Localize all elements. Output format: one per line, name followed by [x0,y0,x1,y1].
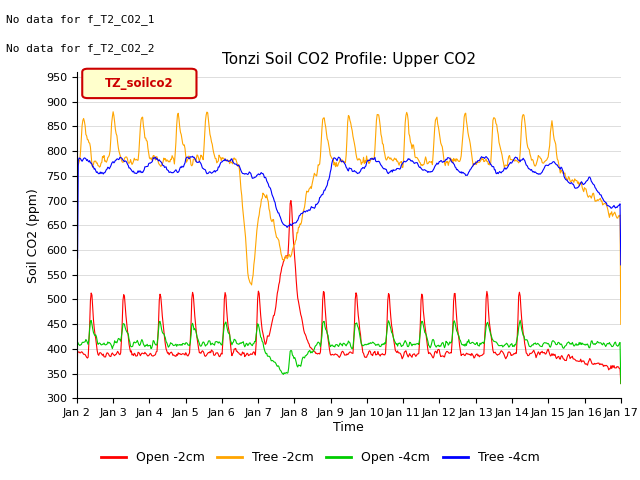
Text: No data for f_T2_CO2_2: No data for f_T2_CO2_2 [6,43,155,54]
FancyBboxPatch shape [82,69,196,98]
Title: Tonzi Soil CO2 Profile: Upper CO2: Tonzi Soil CO2 Profile: Upper CO2 [222,52,476,67]
Y-axis label: Soil CO2 (ppm): Soil CO2 (ppm) [28,188,40,283]
Text: No data for f_T2_CO2_1: No data for f_T2_CO2_1 [6,14,155,25]
Legend: Open -2cm, Tree -2cm, Open -4cm, Tree -4cm: Open -2cm, Tree -2cm, Open -4cm, Tree -4… [95,446,545,469]
Text: TZ_soilco2: TZ_soilco2 [105,77,173,90]
X-axis label: Time: Time [333,421,364,434]
